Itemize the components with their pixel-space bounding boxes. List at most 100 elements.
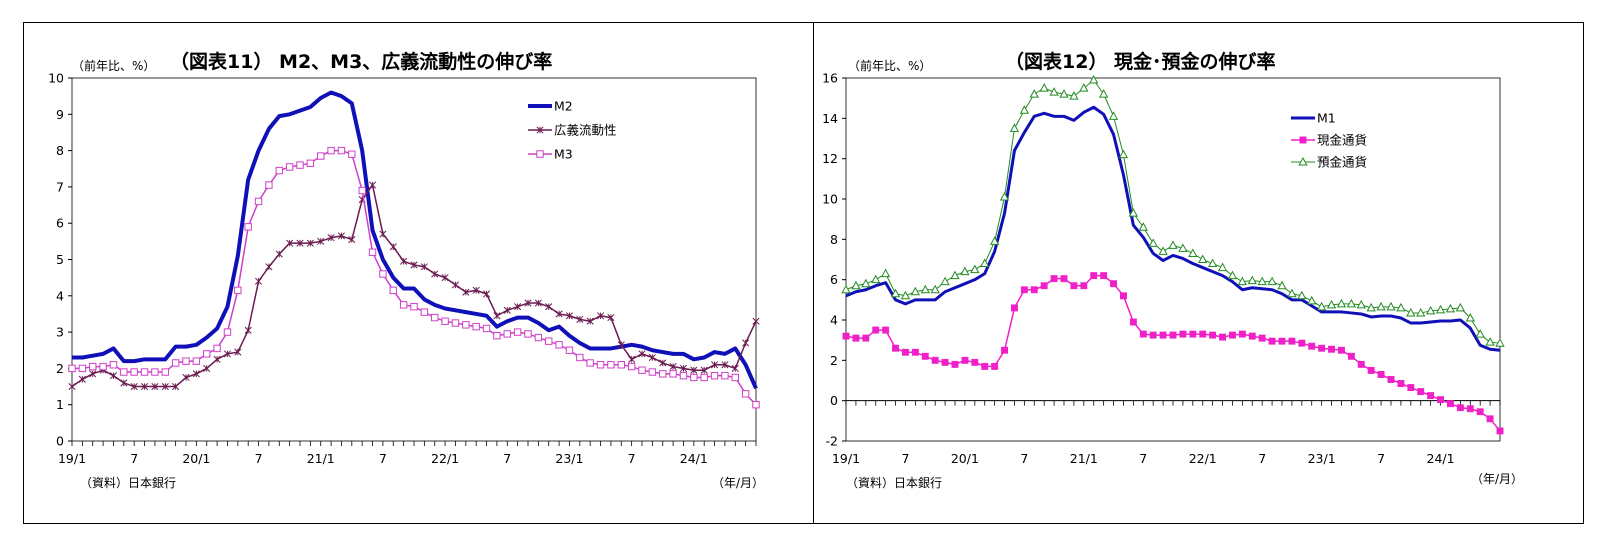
left-series-point-3: [565, 346, 574, 354]
right-series-point-3: [1346, 298, 1357, 308]
right-series-point-2: [1110, 280, 1117, 288]
left-series-1: [72, 90, 758, 390]
left-series-point-3: [586, 359, 594, 367]
right-series-point-3: [841, 284, 851, 294]
right-series-point-2: [1318, 344, 1326, 352]
left-series-point-3: [524, 330, 532, 338]
left-series-point-3: [472, 322, 480, 331]
right-series-point-3: [1495, 338, 1505, 347]
right-series-point-3: [910, 286, 921, 296]
left-series-point-3: [120, 368, 128, 376]
left-ytick-label: 8: [56, 143, 64, 158]
right-series-3: [841, 74, 1505, 347]
left-series-point-2: [400, 257, 408, 265]
left-series-point-3: [275, 166, 283, 175]
right-ytick-label: -2: [826, 434, 838, 449]
left-xtick-label: 24/1: [680, 451, 708, 466]
right-series-point-3: [1198, 254, 1208, 263]
left-series-point-3: [441, 317, 449, 325]
right-series-point-2: [1308, 342, 1316, 350]
right-plot-frame: [845, 77, 1501, 442]
right-series-point-3: [1039, 83, 1049, 92]
right-series-point-3: [1168, 240, 1178, 249]
left-series-point-2: [172, 382, 180, 391]
left-series-point-2: [555, 310, 563, 318]
left-series-point-3: [752, 401, 760, 409]
right-series-point-2: [1129, 318, 1137, 326]
left-series-point-3: [161, 368, 169, 376]
left-series-point-3: [627, 362, 636, 371]
right-source-note: （資料）日本銀行: [846, 476, 942, 490]
left-series-point-2: [244, 326, 252, 334]
right-ytick-label: 12: [822, 151, 838, 166]
left-series-point-3: [545, 337, 553, 345]
right-series-1: [845, 105, 1501, 352]
left-series-point-3: [690, 373, 698, 382]
right-series-point-2: [1248, 332, 1256, 340]
right-series-point-3: [1435, 304, 1446, 314]
left-series-point-2: [68, 382, 76, 391]
right-series-point-3: [1019, 105, 1030, 114]
right-series-point-3: [970, 264, 980, 274]
right-ytick-label: 10: [822, 192, 838, 207]
right-ytick-label: 0: [830, 393, 838, 408]
left-series-point-3: [348, 150, 356, 158]
left-series-point-3: [503, 330, 511, 338]
right-series-point-3: [1455, 302, 1466, 312]
left-series-point-2: [223, 350, 232, 358]
left-series-point-3: [721, 371, 729, 380]
right-series-point-3: [1158, 246, 1168, 255]
right-series-point-3: [1406, 307, 1416, 317]
right-series-point-3: [1059, 89, 1069, 98]
right-series-point-3: [980, 258, 990, 268]
left-series-point-3: [617, 361, 625, 369]
left-series-point-3: [389, 286, 397, 295]
right-series-point-2: [1149, 331, 1157, 339]
left-series-point-2: [120, 379, 128, 387]
left-series-point-2: [327, 234, 335, 242]
right-series-point-3: [890, 288, 901, 298]
left-series-point-2: [524, 299, 532, 307]
left-series-point-2: [679, 364, 688, 372]
left-series-point-2: [317, 237, 325, 245]
right-series-point-2: [1357, 360, 1365, 368]
left-series-point-2: [109, 372, 118, 380]
right-series-point-2: [1387, 376, 1395, 383]
left-series-3: [68, 146, 760, 409]
right-series-point-3: [1178, 243, 1188, 252]
right-series-point-3: [1118, 149, 1129, 159]
right-series-point-2: [971, 358, 979, 366]
left-series-point-2: [296, 239, 304, 247]
right-series-point-3: [1079, 83, 1089, 92]
left-series-point-2: [337, 232, 346, 240]
right-series-point-3: [1138, 222, 1148, 231]
right-series-point-2: [1120, 292, 1127, 300]
right-series-point-2: [1159, 331, 1167, 339]
left-series-point-2: [596, 312, 605, 320]
left-ytick-label: 7: [56, 179, 64, 194]
left-series-point-2: [690, 366, 698, 374]
right-ytick-label: 4: [830, 313, 838, 328]
left-series-point-2: [420, 263, 428, 271]
left-legend-label-1: M2: [554, 99, 573, 114]
right-series-point-2: [1209, 331, 1217, 339]
right-series-line-1: [845, 105, 1501, 352]
left-series-point-2: [576, 315, 584, 323]
right-ytick-label: 2: [830, 353, 838, 368]
left-series-point-3: [109, 361, 118, 369]
left-series-point-3: [327, 146, 335, 155]
right-xaxis-unit: （年/月）: [1471, 472, 1523, 486]
right-series-point-3: [940, 276, 950, 286]
right-series-point-3: [871, 274, 881, 284]
right-series-point-2: [1238, 330, 1246, 338]
left-xtick-label: 22/1: [431, 451, 459, 466]
left-series-point-2: [213, 355, 221, 363]
left-series-point-3: [741, 390, 750, 398]
right-series-point-3: [1297, 290, 1307, 300]
left-series-point-3: [337, 146, 346, 155]
left-legend-marker-3: [536, 150, 544, 158]
right-legend-item-1: M1: [1291, 111, 1336, 126]
right-series-point-3: [1287, 288, 1297, 298]
right-series-point-2: [1288, 337, 1296, 345]
left-series-point-3: [368, 248, 377, 256]
